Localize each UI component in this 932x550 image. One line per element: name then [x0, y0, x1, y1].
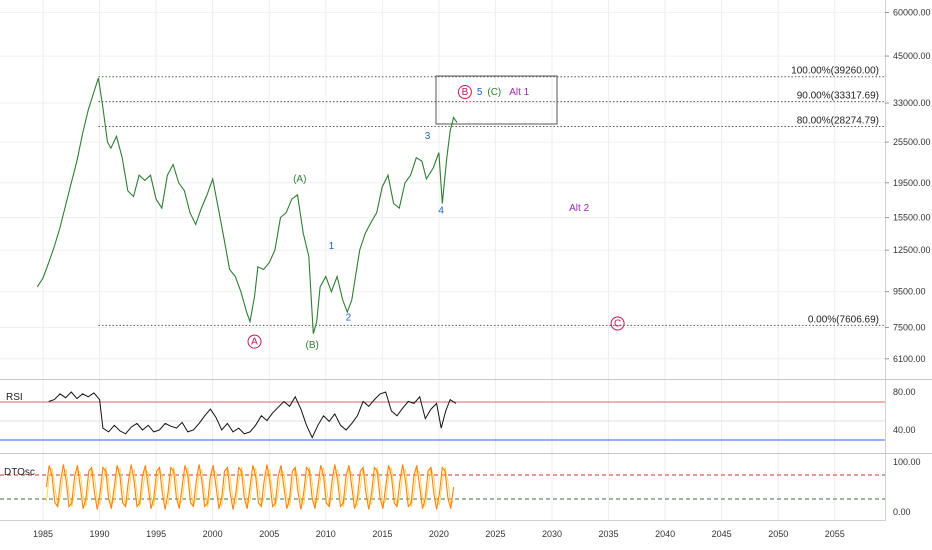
- y-tick-label: 19500.00: [893, 178, 931, 188]
- fib-level-label: 0.00%(7606.69): [808, 314, 879, 325]
- fib-level-label: 90.00%(33317.69): [797, 91, 879, 102]
- x-tick-label: 2010: [316, 529, 336, 539]
- wave-circle: [247, 334, 262, 349]
- wave-label: A: [251, 337, 258, 348]
- dtosc-fast-series: [45, 464, 455, 510]
- x-tick-label: 2015: [372, 529, 392, 539]
- wave-circle: [610, 316, 625, 331]
- wave-label: Alt 2: [569, 203, 589, 214]
- rsi-tick-label: 40.00: [893, 425, 916, 435]
- x-tick-label: 2025: [485, 529, 505, 539]
- x-tick-label: 2035: [599, 529, 619, 539]
- dtosc-tick-label: 100.00: [893, 457, 921, 467]
- y-tick-label: 45000.00: [893, 51, 931, 61]
- x-tick-label: 2045: [712, 529, 732, 539]
- x-tick-label: 2020: [429, 529, 449, 539]
- dtosc-slow-series: [45, 466, 454, 508]
- rsi-series: [48, 391, 457, 439]
- wave-label: 3: [425, 131, 431, 142]
- y-tick-label: 33000.00: [893, 98, 931, 108]
- x-tick-label: 2030: [542, 529, 562, 539]
- wave-label: Alt 1: [509, 87, 529, 98]
- x-tick-label: 2050: [768, 529, 788, 539]
- rsi-title: RSI: [6, 392, 23, 403]
- wave-labels: A (A) (B) 1 2 3 4 B 5 (C) Alt 1 Alt 2 C: [247, 85, 625, 351]
- fib-levels: 100.00%(39260.00) 90.00%(33317.69) 80.00%(…: [98, 66, 885, 326]
- rsi-tick-label: 80.00: [893, 387, 916, 397]
- y-tick-label: 9500.00: [893, 287, 926, 297]
- wave-label: C: [614, 318, 621, 329]
- x-tick-label: 2040: [655, 529, 675, 539]
- x-tick-label: 2000: [203, 529, 223, 539]
- y-tick-label: 7500.00: [893, 323, 926, 333]
- target-box: [435, 75, 558, 125]
- y-tick-label: 6100.00: [893, 354, 926, 364]
- dtosc-tick-label: 0.00: [893, 507, 911, 517]
- price-series: [36, 77, 458, 334]
- x-tick-label: 1995: [146, 529, 166, 539]
- wave-circle: [457, 85, 472, 100]
- wave-label: 5: [477, 87, 483, 98]
- y-tick-label: 12500.00: [893, 245, 931, 255]
- fib-level-label: 80.00%(28274.79): [797, 115, 879, 126]
- x-tick-label: 2005: [259, 529, 279, 539]
- fib-level-label: 100.00%(39260.00): [791, 66, 879, 77]
- x-tick-label: 2055: [825, 529, 845, 539]
- x-tick-label: 1990: [90, 529, 110, 539]
- wave-label: 1: [329, 241, 335, 252]
- wave-label: 2: [346, 313, 352, 324]
- wave-label: (A): [293, 174, 306, 185]
- wave-label: 4: [438, 206, 444, 217]
- y-tick-label: 15500.00: [893, 213, 931, 223]
- wave-label: B: [462, 87, 469, 98]
- time-axis: 1985 1990 1995 2000 2005 2010 2015 2020 2025 2030…: [33, 529, 845, 539]
- gridlines: [0, 0, 885, 520]
- wave-label: (B): [306, 340, 319, 351]
- y-tick-label: 60000.00: [893, 8, 931, 18]
- y-tick-label: 25500.00: [893, 137, 931, 147]
- x-tick-label: 1985: [33, 529, 53, 539]
- dtosc-title: DTOsc: [4, 467, 35, 478]
- wave-label: (C): [487, 87, 501, 98]
- price-axis: 60000.00 45000.00 33000.00 25500.00 19500.00…: [885, 8, 931, 517]
